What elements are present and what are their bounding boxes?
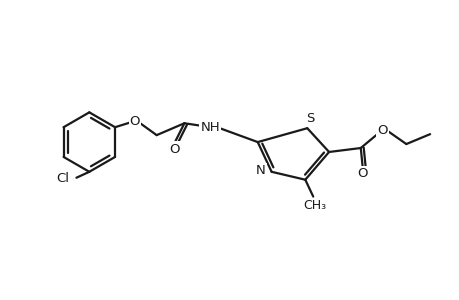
Text: NH: NH: [200, 121, 219, 134]
Text: Cl: Cl: [56, 172, 69, 185]
Text: O: O: [357, 167, 367, 180]
Text: N: N: [255, 164, 265, 177]
Text: O: O: [169, 142, 179, 155]
Text: O: O: [376, 124, 387, 137]
Text: S: S: [305, 112, 314, 125]
Text: O: O: [129, 115, 140, 128]
Text: CH₃: CH₃: [303, 199, 326, 212]
